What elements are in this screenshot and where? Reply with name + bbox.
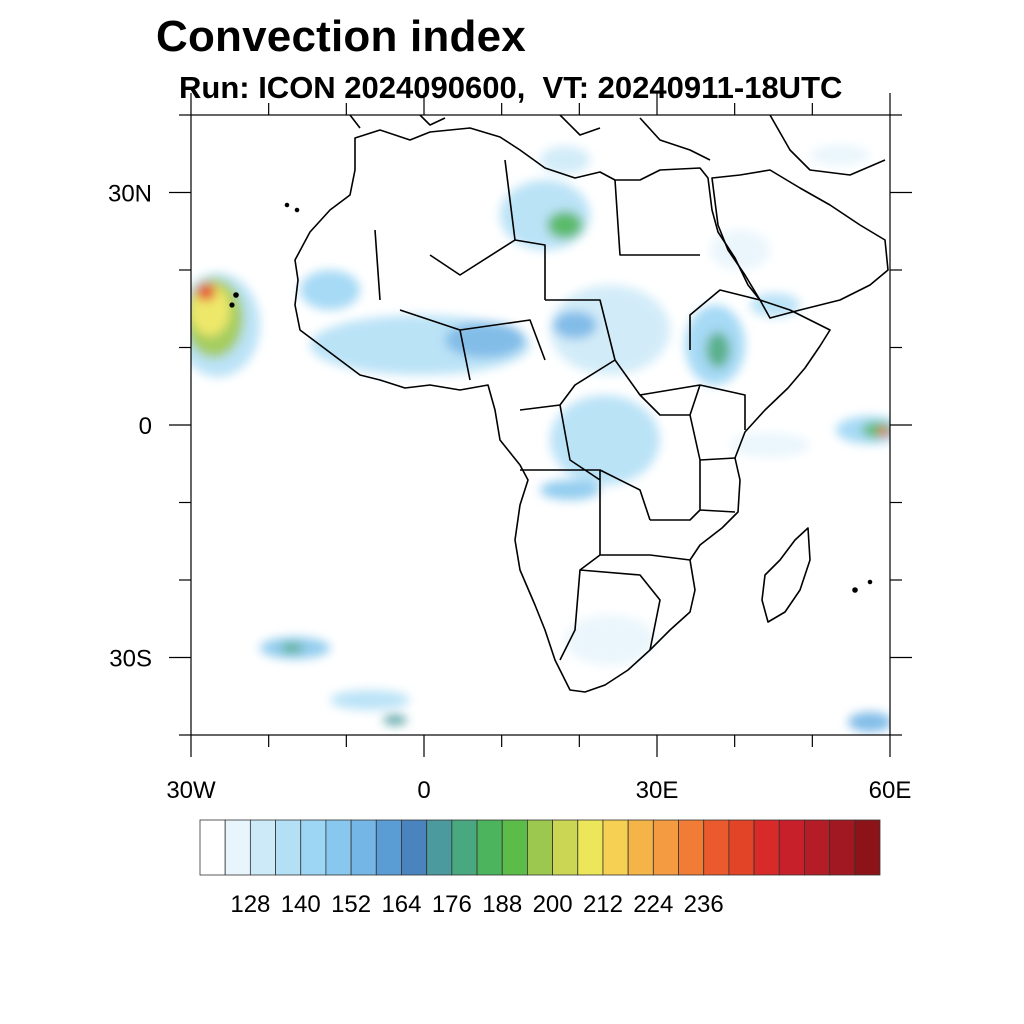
colorbar-swatch	[703, 819, 730, 876]
colorbar-label: 188	[482, 891, 522, 918]
colorbar-swatch	[476, 819, 503, 876]
colorbar-swatch	[602, 819, 629, 876]
colorbar-swatch	[728, 819, 755, 876]
x-tick-label: 0	[417, 777, 430, 804]
y-tick-label: 0	[139, 413, 152, 440]
colorbar-label: 236	[684, 891, 724, 918]
coastlines	[229, 115, 889, 693]
colorbar-swatch	[451, 819, 478, 876]
arabian-peninsula	[711, 169, 889, 319]
colorbar-label: 176	[432, 891, 472, 918]
colorbar-swatch	[678, 819, 705, 876]
colorbar-swatch	[300, 819, 327, 876]
colorbar-swatch	[829, 819, 856, 876]
convection-field	[191, 145, 890, 732]
colorbar-swatch	[577, 819, 604, 876]
colorbar-swatch	[275, 819, 302, 876]
colorbar-swatch	[350, 819, 377, 876]
colorbar-swatch	[375, 819, 402, 876]
colorbar-label: 200	[533, 891, 573, 918]
colorbar-label: 212	[583, 891, 623, 918]
africa-coastline	[294, 127, 831, 693]
mediterranean-north	[349, 115, 886, 176]
colorbar-swatch	[224, 819, 251, 876]
colorbar: 128 140 152 164 176 188 200 212 224 236	[199, 819, 881, 918]
colorbar-label: 152	[331, 891, 371, 918]
x-tick-label: 30W	[166, 777, 216, 804]
x-tick-label: 30E	[636, 777, 679, 804]
colorbar-swatch	[249, 819, 276, 876]
colorbar-swatch	[652, 819, 679, 876]
colorbar-swatch	[527, 819, 553, 876]
colorbar-swatch	[426, 819, 453, 876]
colorbar-label: 224	[633, 891, 673, 918]
colorbar-swatch	[753, 819, 780, 876]
colorbar-swatch	[804, 819, 831, 876]
colorbar-swatch	[627, 819, 654, 876]
colorbar-swatch	[501, 819, 528, 876]
axes: 30W 0 30E 60E 30N 0 30S	[108, 93, 912, 804]
chart-title: Convection index	[156, 12, 526, 61]
madagascar	[761, 527, 811, 623]
y-tick-label: 30N	[108, 181, 152, 208]
colorbar-swatch	[199, 819, 226, 876]
colorbar-label: 128	[230, 891, 270, 918]
colorbar-swatch	[325, 819, 352, 876]
y-tick-label: 30S	[109, 646, 152, 673]
x-tick-label: 60E	[869, 777, 912, 804]
colorbar-label: 164	[381, 891, 421, 918]
colorbar-swatch	[854, 819, 881, 876]
colorbar-label: 140	[281, 891, 321, 918]
chart-subtitle: Run: ICON 2024090600, VT: 20240911-18UTC	[179, 70, 843, 105]
colorbar-swatch	[401, 819, 428, 876]
colorbar-swatch	[552, 819, 579, 876]
colorbar-swatch	[778, 819, 805, 876]
